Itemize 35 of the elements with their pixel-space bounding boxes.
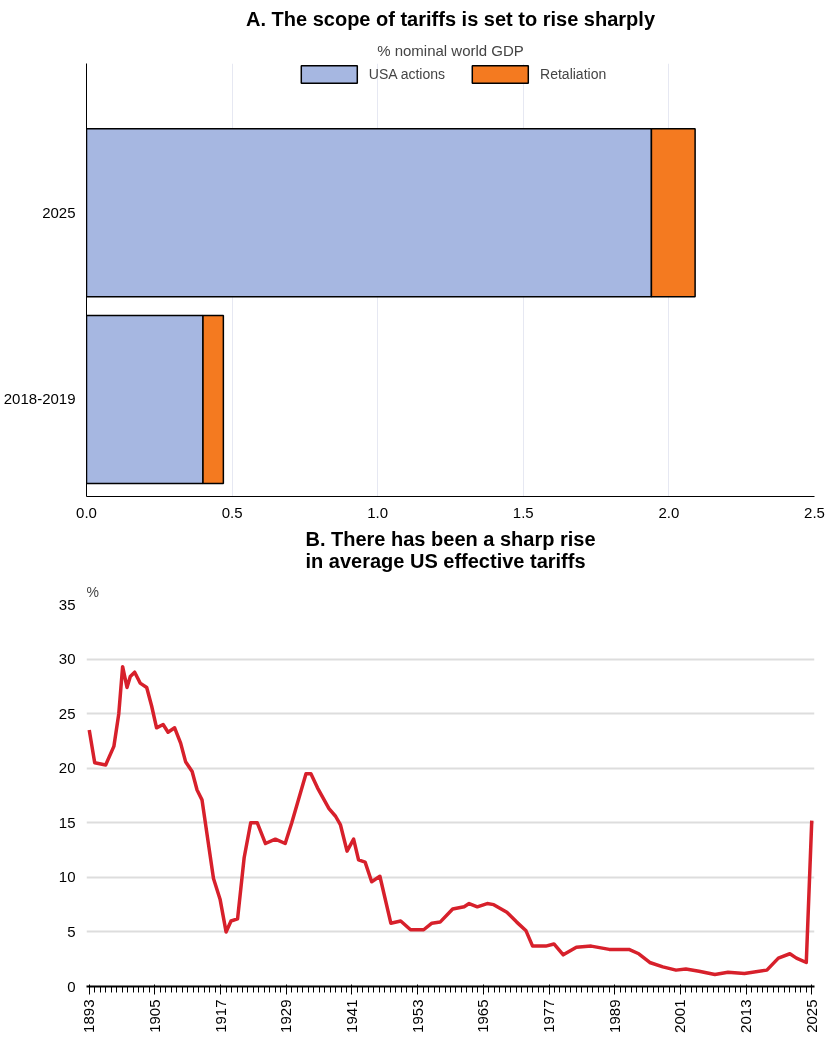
y-tick-label: 15 [58, 813, 76, 831]
x-tick-label: 1941 [342, 999, 360, 1033]
x-tick-label: 0.0 [76, 503, 97, 521]
chart-title: B. There has been a sharp rise in average US effective tariffs [305, 527, 596, 572]
x-tick-label: 1953 [408, 999, 426, 1033]
x-tick-label: 1.5 [512, 503, 534, 521]
legend-label: Retaliation [540, 66, 607, 82]
x-tick-label: 0.5 [221, 503, 243, 521]
x-tick-label: 2013 [737, 999, 755, 1033]
y-tick-label: 35 [58, 595, 76, 613]
x-tick-label: 1989 [605, 999, 623, 1033]
y-tick-label: 0 [67, 977, 76, 995]
x-tick-label: 2025 [802, 999, 820, 1033]
y-axis-title: % [86, 583, 99, 600]
x-tick-label: 1.0 [367, 503, 389, 521]
x-tick-label: 1977 [540, 999, 558, 1033]
x-tick-label: 1905 [145, 999, 163, 1033]
x-tick-label: 1929 [277, 999, 295, 1033]
y-tick-label: 10 [58, 868, 76, 886]
x-tick-label: 1965 [474, 999, 492, 1033]
y-tick-label: 30 [58, 650, 76, 668]
x-tick-label: 2.0 [658, 503, 680, 521]
x-tick-label: 2.5 [804, 503, 825, 521]
x-tick-label: 2001 [671, 999, 689, 1033]
y-tick-label: 25 [58, 704, 76, 722]
y-tick-label: 2018-2019 [3, 390, 76, 408]
x-tick-label: 1893 [80, 999, 98, 1033]
x-tick-label: 1917 [211, 999, 229, 1033]
y-tick-label: 20 [58, 759, 76, 777]
chart-subtitle: % nominal world GDP [377, 41, 524, 59]
chart-title: A. The scope of tariffs is set to rise sharply [246, 7, 656, 30]
y-tick-label: 5 [67, 922, 76, 940]
legend-label: USA actions [368, 66, 446, 82]
y-tick-label: 2025 [42, 203, 76, 221]
line-series [87, 664, 814, 977]
